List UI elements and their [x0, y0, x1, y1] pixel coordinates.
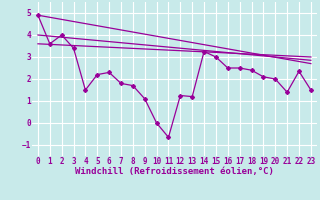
X-axis label: Windchill (Refroidissement éolien,°C): Windchill (Refroidissement éolien,°C) — [75, 167, 274, 176]
